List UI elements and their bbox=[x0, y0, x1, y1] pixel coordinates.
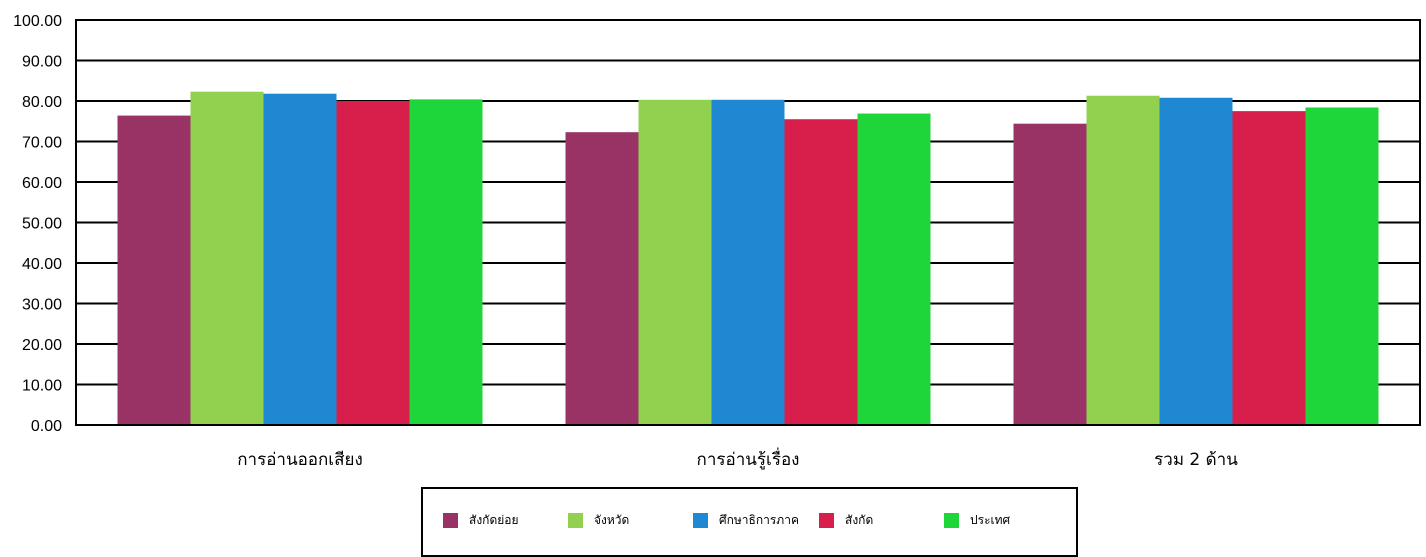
x-category-labels: การอ่านออกเสียง การอ่านรู้เรื่อง รวม 2 ด้า… bbox=[237, 447, 1238, 470]
y-tick-label: 70.00 bbox=[22, 135, 62, 152]
bar bbox=[263, 93, 337, 426]
y-tick-label: 60.00 bbox=[22, 175, 62, 192]
bar bbox=[1232, 111, 1306, 425]
y-tick-label: 90.00 bbox=[22, 54, 62, 71]
legend-swatch bbox=[443, 512, 458, 528]
x-category-label: การอ่านรู้เรื่อง bbox=[697, 447, 800, 470]
legend-swatch bbox=[568, 512, 583, 528]
y-tick-label: 50.00 bbox=[22, 216, 62, 233]
legend-swatch bbox=[693, 512, 708, 528]
legend-swatch bbox=[944, 512, 959, 528]
y-tick-label: 40.00 bbox=[22, 256, 62, 273]
legend-label: สังกัดย่อย bbox=[469, 512, 519, 527]
bar bbox=[638, 99, 712, 425]
legend: สังกัดย่อย จังหวัด ศึกษาธิการภาค สังกัด … bbox=[421, 487, 1078, 557]
bar bbox=[1013, 123, 1087, 426]
legend-item-affiliation: สังกัด bbox=[819, 512, 873, 528]
y-tick-label: 80.00 bbox=[22, 94, 62, 111]
axes bbox=[75, 19, 1421, 426]
legend-label: ศึกษาธิการภาค bbox=[719, 512, 799, 527]
bar bbox=[1086, 95, 1160, 426]
y-tick-label: 10.00 bbox=[22, 378, 62, 395]
y-tick-label: 20.00 bbox=[22, 337, 62, 354]
bar bbox=[1305, 107, 1379, 425]
legend-label: สังกัด bbox=[845, 512, 874, 527]
bars bbox=[117, 91, 1379, 426]
x-category-label: การอ่านออกเสียง bbox=[237, 450, 363, 470]
y-tick-label: 0.00 bbox=[31, 418, 62, 435]
bar bbox=[711, 99, 785, 425]
y-tick-labels: 0.00 10.00 20.00 30.00 40.00 50.00 60.00 70.00 8… bbox=[13, 13, 62, 435]
x-category-label: รวม 2 ด้าน bbox=[1154, 450, 1238, 470]
legend-label: จังหวัด bbox=[594, 512, 630, 527]
bar bbox=[117, 115, 191, 425]
legend-item-region: ศึกษาธิการภาค bbox=[693, 512, 799, 528]
bar bbox=[336, 101, 410, 425]
bar bbox=[565, 132, 639, 425]
legend-item-country: ประเทศ bbox=[944, 512, 1010, 528]
bar bbox=[409, 99, 483, 425]
bar bbox=[857, 113, 931, 426]
bar bbox=[190, 91, 264, 425]
legend-item-province: จังหวัด bbox=[568, 512, 629, 528]
y-tick-label: 100.00 bbox=[13, 13, 62, 30]
legend-label: ประเทศ bbox=[970, 512, 1011, 527]
y-tick-label: 30.00 bbox=[22, 297, 62, 314]
bar bbox=[784, 119, 858, 425]
bar bbox=[1159, 97, 1233, 425]
legend-item-subdistrict: สังกัดย่อย bbox=[443, 512, 519, 528]
legend-swatch bbox=[819, 512, 834, 528]
